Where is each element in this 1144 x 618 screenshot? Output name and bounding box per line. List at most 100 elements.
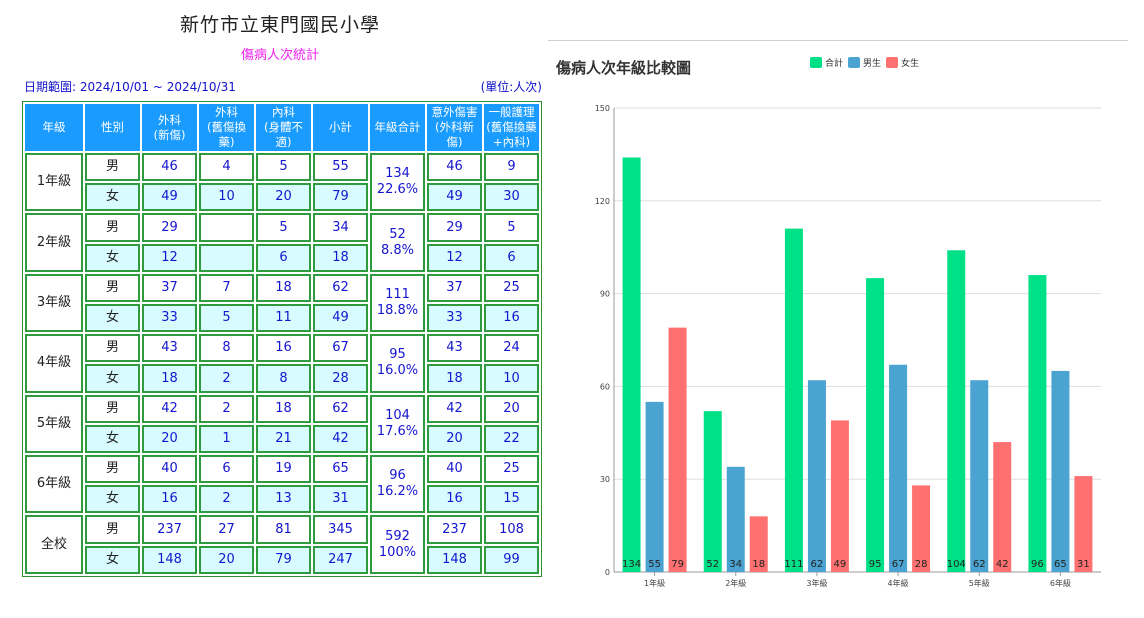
bar [645,401,664,572]
value-cell: 25 [484,455,539,484]
value-cell: 2 [199,394,254,423]
bar [866,278,885,572]
legend-swatch [848,57,860,68]
value-cell: 18 [313,243,368,272]
value-cell: 46 [427,153,482,182]
table-row: 4年級男 43 8 16 67 95 16.0% 43 24 [25,334,539,393]
value-cell: 22 [484,424,539,454]
sex-cell: 女 [85,364,140,393]
report-subtitle: 傷病人次統計 [240,48,319,63]
grade-total-value: 592 [385,528,410,544]
grade-total-value: 95 [389,347,406,363]
value-cell: 55 [313,153,368,182]
y-tick-label: 30 [600,475,610,484]
grade-cell: 3年級 [25,273,83,333]
y-tick-label: 150 [595,104,610,113]
grade-total-value: 104 [385,407,410,423]
y-tick-label: 120 [595,197,610,206]
grade-total-cell: 592 100% [370,515,425,574]
table-row: 2年級男 29 5 34 52 8.8% 29 5 [25,213,539,272]
value-cell: 16 [484,304,539,333]
bar-value-label: 55 [648,559,661,570]
sex-cell: 男 [85,153,140,182]
table-row: 5年級男 42 2 18 62 104 17.6% 42 20 [25,394,539,454]
sex-cell: 女 [85,424,140,454]
bar [1028,275,1047,572]
grade-total-cell: 111 18.8% [370,273,425,333]
bar [749,516,768,572]
value-cell: 12 [142,243,197,272]
chart-title: 傷病人次年級比較圖 [555,59,691,77]
sex-cell: 男 [85,273,140,303]
bar [830,420,849,572]
bar [622,157,641,572]
header-cell: 小計 [313,104,368,151]
grade-total-cell: 134 22.6% [370,153,425,212]
chart-top-divider [548,40,1128,41]
bar-value-label: 62 [973,559,986,570]
value-cell: 4 [199,153,254,182]
grade-total-percent: 16.0% [376,363,419,379]
value-cell: 1 [199,424,254,454]
value-cell: 10 [199,183,254,212]
value-cell: 237 [427,515,482,544]
sex-cell: 女 [85,304,140,333]
chart-panel: 傷病人次年級比較圖 合計 男生 女生 0 30 60 90 120 150 134 55 79 1年級 52… [548,0,1144,614]
legend-label: 女生 [901,57,919,69]
bar [703,411,722,572]
value-cell: 37 [427,273,482,303]
value-cell [199,213,254,242]
y-tick-label: 90 [600,290,610,299]
value-cell: 46 [142,153,197,182]
bar-value-label: 52 [706,559,719,570]
bar-value-label: 49 [834,559,847,570]
value-cell: 37 [142,273,197,303]
value-cell: 8 [199,334,254,363]
value-cell: 6 [484,243,539,272]
bar-value-label: 95 [869,559,882,570]
bar [784,228,803,572]
bar [912,485,931,572]
value-cell: 62 [313,394,368,423]
value-cell: 31 [313,485,368,514]
bar-value-label: 104 [947,559,966,570]
bar-value-label: 42 [996,559,1009,570]
table-row: 3年級男 37 7 18 62 111 18.8% 37 25 [25,273,539,333]
value-cell: 24 [484,334,539,363]
value-cell: 148 [427,545,482,574]
value-cell: 5 [484,213,539,242]
bar-value-label: 28 [915,559,928,570]
grade-cell: 4年級 [25,334,83,393]
grade-total-percent: 17.6% [376,423,419,439]
value-cell: 43 [427,334,482,363]
value-cell: 237 [142,515,197,544]
header-cell: 外科 (舊傷換藥) [199,104,254,151]
legend-swatch [886,57,898,68]
value-cell: 99 [484,545,539,574]
value-cell: 40 [142,455,197,484]
grade-total-value: 52 [389,226,406,242]
value-cell: 79 [313,183,368,212]
value-cell: 28 [313,364,368,393]
value-cell: 29 [427,213,482,242]
value-cell: 16 [142,485,197,514]
value-cell: 42 [313,424,368,454]
header-cell: 性別 [85,104,140,151]
value-cell: 18 [427,364,482,393]
value-cell: 30 [484,183,539,212]
grade-total-value: 134 [385,166,410,182]
grade-cell: 5年級 [25,394,83,454]
value-cell: 148 [142,545,197,574]
bar [947,250,966,572]
value-cell: 25 [484,273,539,303]
table-row: 女 49 10 20 79 49 30 [25,183,539,212]
header-cell: 年級 [25,104,83,151]
header-cell: 年級合計 [370,104,425,151]
value-cell: 5 [199,304,254,333]
grade-total-percent: 16.2% [376,484,419,500]
value-cell: 62 [313,273,368,303]
grade-total-cell: 104 17.6% [370,394,425,454]
table-row: 6年級男 40 6 19 65 96 16.2% 40 25 [25,455,539,514]
value-cell: 15 [484,485,539,514]
report-panel: 新竹市立東門國民小學 傷病人次統計 日期範圍: 2024/10/01 ~ 202… [0,0,560,614]
